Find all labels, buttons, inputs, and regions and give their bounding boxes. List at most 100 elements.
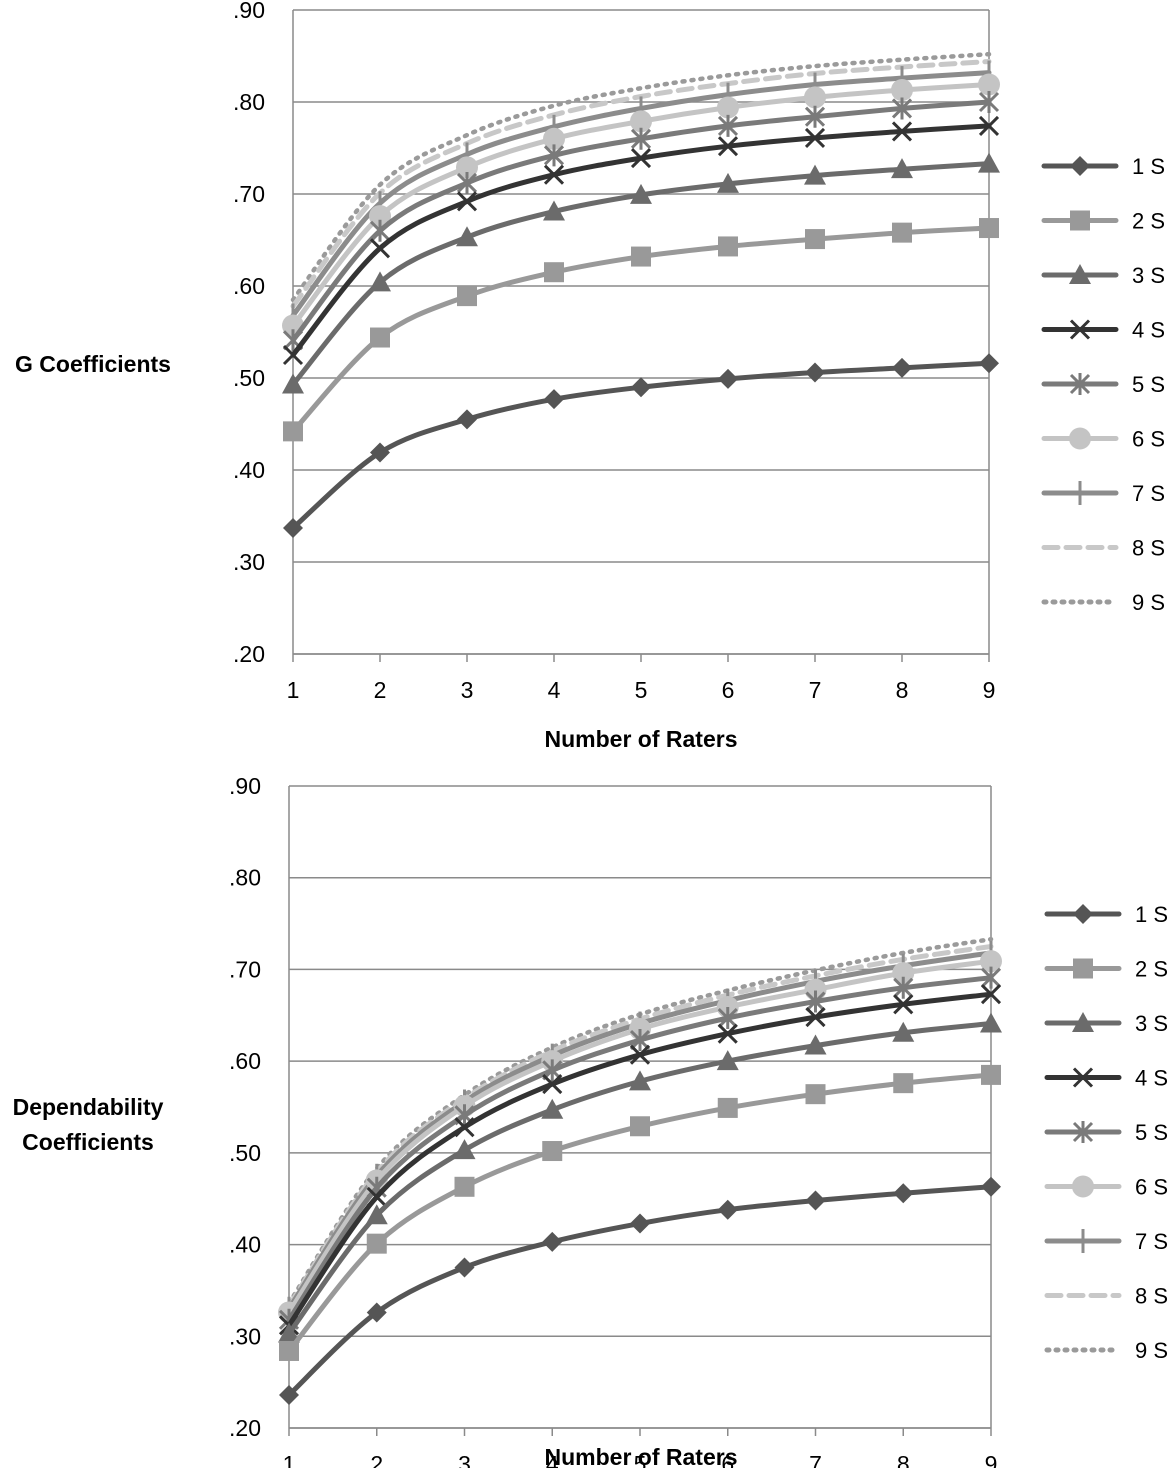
legend-label: 8 S bbox=[1132, 536, 1165, 561]
legend-item: 6 S bbox=[1041, 427, 1165, 452]
diamond-marker bbox=[718, 368, 738, 389]
square-marker bbox=[630, 1116, 650, 1137]
legend-item: 2 S bbox=[1041, 209, 1165, 234]
legend-label: 6 S bbox=[1132, 427, 1165, 452]
square-marker bbox=[893, 1073, 914, 1094]
x-marker bbox=[454, 1117, 475, 1138]
circle-marker bbox=[978, 73, 1000, 96]
diamond-marker bbox=[979, 353, 999, 374]
x-marker bbox=[891, 121, 913, 142]
circle-marker bbox=[369, 205, 391, 228]
x-tick-label: 6 bbox=[722, 677, 735, 703]
x-tick-label: 3 bbox=[458, 1451, 471, 1468]
x-marker bbox=[282, 344, 304, 366]
x-marker bbox=[1069, 319, 1091, 340]
legend-label: 6 S bbox=[1135, 1175, 1168, 1200]
triangle-marker bbox=[1072, 1012, 1094, 1032]
y-tick-label: .40 bbox=[233, 457, 265, 483]
y-tick-label: .30 bbox=[229, 1323, 261, 1349]
x-marker bbox=[456, 191, 478, 212]
y-tick-label: .30 bbox=[233, 549, 265, 575]
legend-label: 5 S bbox=[1135, 1120, 1168, 1145]
legend-label: 8 S bbox=[1135, 1284, 1168, 1309]
y-tick-label: .80 bbox=[233, 89, 265, 115]
y-axis-title-line-2: Coefficients bbox=[22, 1129, 154, 1155]
triangle-marker bbox=[541, 1098, 564, 1119]
series-line bbox=[286, 936, 994, 1306]
diamond-marker bbox=[457, 409, 477, 430]
series-line bbox=[290, 123, 992, 358]
triangle-marker bbox=[978, 152, 1000, 173]
legend-label: 4 S bbox=[1132, 318, 1165, 343]
x-tick-label: 3 bbox=[461, 677, 474, 703]
y-axis-title-line-1: Dependability bbox=[13, 1094, 164, 1120]
y-axis-title: G Coefficients bbox=[15, 351, 171, 377]
legend-label: 3 S bbox=[1135, 1011, 1168, 1036]
triangle-marker bbox=[716, 1050, 739, 1071]
x-axis-title: Number of Raters bbox=[545, 1444, 738, 1468]
circle-marker bbox=[1069, 427, 1091, 450]
series-line bbox=[290, 51, 992, 303]
x-marker bbox=[893, 994, 914, 1015]
x-marker bbox=[366, 1186, 387, 1207]
x-tick-label: 7 bbox=[809, 677, 822, 703]
triangle-marker bbox=[456, 226, 478, 247]
x-marker bbox=[980, 984, 1002, 1005]
diamond-marker bbox=[283, 517, 303, 538]
legend-label: 2 S bbox=[1135, 957, 1168, 982]
x-tick-label: 9 bbox=[983, 677, 996, 703]
y-tick-label: .20 bbox=[229, 1415, 261, 1441]
square-marker bbox=[542, 1141, 563, 1162]
diamond-marker bbox=[717, 1199, 738, 1220]
legend-label: 9 S bbox=[1132, 590, 1165, 615]
legend-item: 3 S bbox=[1041, 263, 1165, 288]
star-marker bbox=[629, 1029, 651, 1052]
star-marker bbox=[891, 97, 913, 120]
x-marker bbox=[369, 238, 391, 259]
square-marker bbox=[283, 421, 303, 442]
legend-item: 1 S bbox=[1044, 902, 1168, 927]
triangle-marker bbox=[278, 1322, 300, 1343]
series-4-s bbox=[278, 984, 1002, 1336]
legend-label: 9 S bbox=[1135, 1338, 1168, 1363]
y-tick-label: .70 bbox=[229, 956, 261, 982]
triangle-marker bbox=[369, 271, 391, 292]
diamond-marker bbox=[454, 1257, 475, 1278]
star-marker bbox=[893, 976, 914, 999]
x-marker bbox=[629, 1044, 651, 1065]
diamond-marker bbox=[370, 442, 390, 463]
star-marker bbox=[456, 171, 478, 194]
series-line bbox=[290, 70, 992, 318]
x-marker bbox=[978, 115, 1000, 136]
square-marker bbox=[631, 246, 651, 267]
series-8-s bbox=[290, 59, 992, 309]
legend-item: 7 S bbox=[1044, 1229, 1168, 1254]
legend-label: 3 S bbox=[1132, 263, 1165, 288]
square-marker bbox=[279, 1340, 299, 1361]
legend-label: 2 S bbox=[1132, 209, 1165, 234]
circle-marker bbox=[891, 79, 913, 102]
x-tick-label: 6 bbox=[721, 1451, 734, 1468]
star-marker bbox=[369, 219, 391, 242]
star-marker bbox=[630, 127, 652, 150]
circle-marker bbox=[717, 96, 739, 119]
star-marker bbox=[717, 114, 739, 137]
circle-marker bbox=[456, 156, 478, 179]
triangle-marker bbox=[717, 172, 739, 193]
square-marker bbox=[366, 1233, 387, 1254]
y-tick-label: .80 bbox=[229, 865, 261, 891]
triangle-marker bbox=[892, 1021, 915, 1042]
circle-marker bbox=[1072, 1175, 1094, 1198]
legend-item: 1 S bbox=[1041, 154, 1165, 179]
triangle-marker bbox=[543, 200, 565, 221]
diamond-marker bbox=[805, 362, 825, 383]
diamond-marker bbox=[544, 389, 564, 410]
series-6-s bbox=[282, 73, 1000, 337]
star-marker bbox=[717, 1007, 738, 1030]
circle-marker bbox=[630, 110, 652, 133]
star-marker bbox=[1069, 373, 1091, 395]
x-tick-label: 2 bbox=[374, 677, 387, 703]
square-marker bbox=[805, 229, 825, 250]
x-tick-label: 8 bbox=[897, 1451, 910, 1468]
square-marker bbox=[979, 218, 999, 239]
